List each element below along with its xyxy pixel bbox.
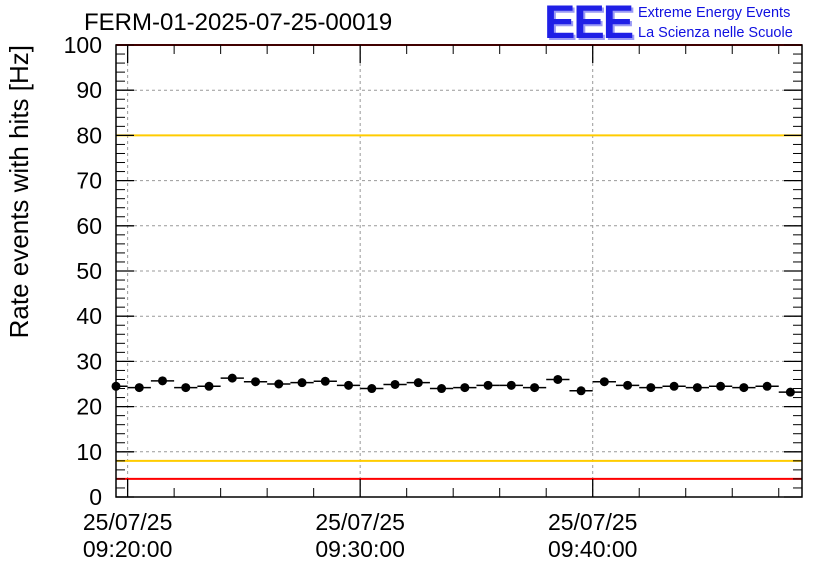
- x-tick-label-date: 25/07/25: [548, 509, 638, 535]
- data-point: [413, 378, 423, 388]
- data-point: [320, 376, 330, 386]
- logo-line-2: La Scienza nelle Scuole: [638, 25, 793, 41]
- data-point: [134, 383, 144, 393]
- data-point: [483, 380, 493, 390]
- y-tick-label: 0: [89, 484, 102, 510]
- data-point: [623, 380, 633, 390]
- y-tick-label: 70: [76, 168, 102, 194]
- data-point: [158, 376, 168, 386]
- data-point: [692, 383, 702, 393]
- axis-ticks: [116, 44, 802, 498]
- data-point: [530, 383, 540, 393]
- data-point: [739, 383, 749, 393]
- x-tick-label-time: 09:30:00: [315, 536, 405, 562]
- data-point: [251, 377, 261, 387]
- y-axis-label: Rate events with hits [Hz]: [4, 45, 34, 338]
- y-tick-label: 90: [76, 77, 102, 103]
- data-point: [204, 381, 214, 391]
- data-point: [506, 380, 516, 390]
- y-tick-label: 30: [76, 348, 102, 374]
- data-point: [367, 384, 377, 394]
- reference-lines: [116, 44, 802, 480]
- logo-line-1: Extreme Energy Events: [638, 5, 791, 21]
- x-tick-label-date: 25/07/25: [315, 509, 405, 535]
- y-tick-label: 50: [76, 258, 102, 284]
- data-series: [111, 373, 802, 397]
- x-tick-label-date: 25/07/25: [83, 509, 173, 535]
- data-point: [553, 374, 563, 384]
- data-point: [716, 381, 726, 391]
- data-point: [297, 378, 307, 388]
- x-tick-label-time: 09:20:00: [83, 536, 173, 562]
- y-tick-label: 60: [76, 213, 102, 239]
- data-point: [646, 383, 656, 393]
- data-point: [274, 379, 284, 389]
- data-point: [227, 373, 237, 383]
- data-point: [762, 381, 772, 391]
- x-tick-label-time: 09:40:00: [548, 536, 638, 562]
- y-tick-label: 20: [76, 394, 102, 420]
- y-tick-label: 80: [76, 122, 102, 148]
- data-point: [785, 387, 795, 397]
- data-point: [344, 380, 354, 390]
- x-tick-labels: 25/07/2509:20:0025/07/2509:30:0025/07/25…: [83, 509, 638, 562]
- data-point: [181, 383, 191, 393]
- data-point: [390, 379, 400, 389]
- y-tick-label: 100: [64, 32, 102, 58]
- data-point: [437, 384, 447, 394]
- data-point: [460, 383, 470, 393]
- chart-title: FERM-01-2025-07-25-00019: [84, 9, 393, 36]
- data-point: [576, 386, 586, 396]
- y-tick-label: 10: [76, 439, 102, 465]
- grid-lines: [116, 45, 802, 497]
- y-tick-labels: 0 10 20 30 40 50 60 70 80 90 100: [64, 32, 102, 510]
- logo-mark: EEE: [544, 0, 634, 48]
- y-tick-label: 40: [76, 303, 102, 329]
- data-point: [599, 377, 609, 387]
- data-point: [669, 381, 679, 391]
